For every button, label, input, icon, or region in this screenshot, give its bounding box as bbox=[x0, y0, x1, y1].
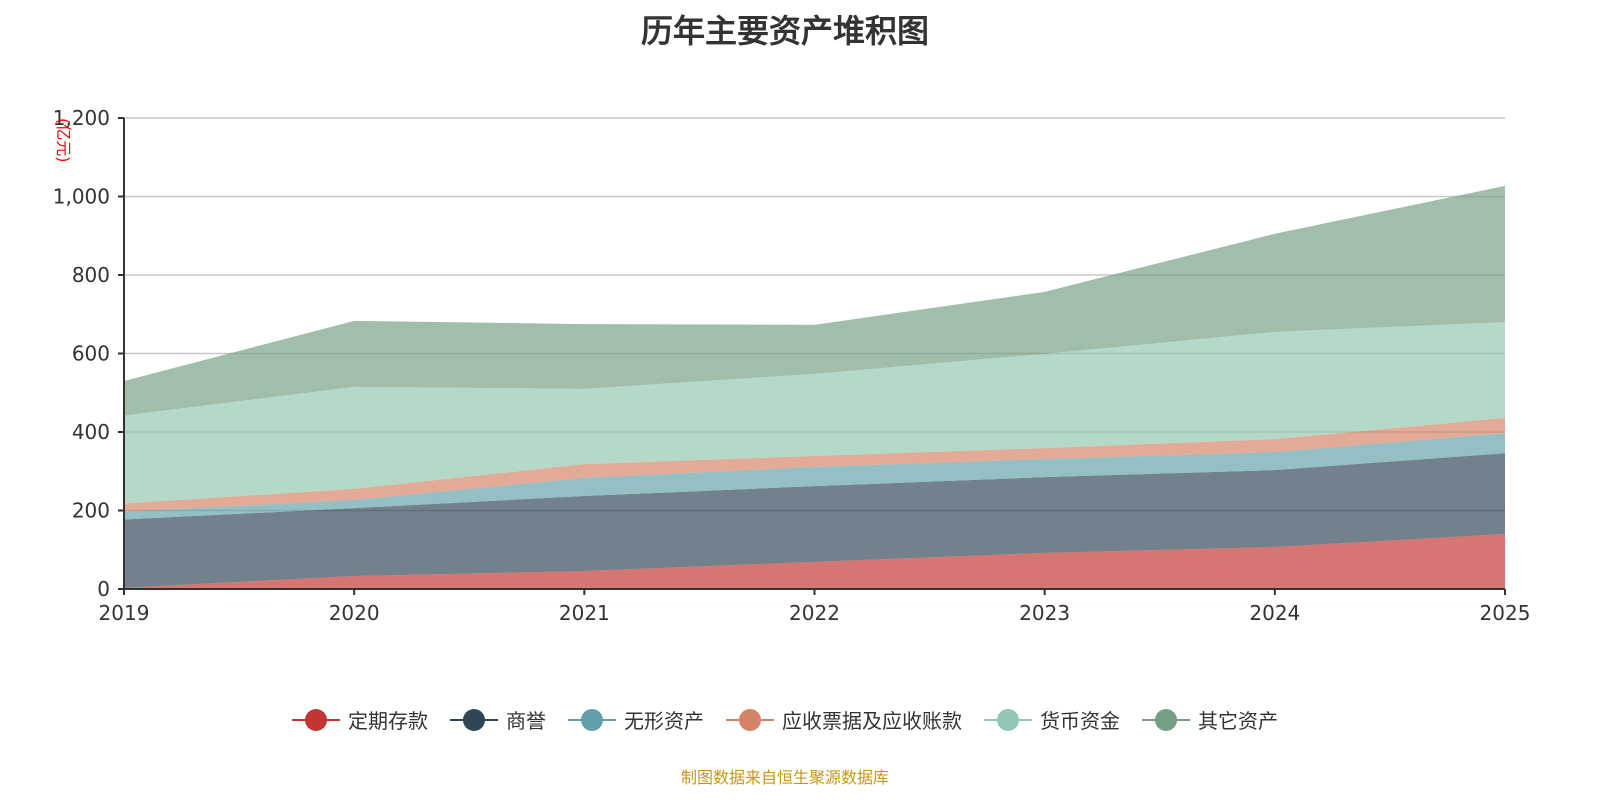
y-tick-label: 600 bbox=[72, 342, 110, 366]
legend-marker-icon bbox=[726, 708, 774, 732]
area-series-5 bbox=[124, 185, 1505, 416]
legend-marker-icon bbox=[450, 708, 498, 732]
y-axis-unit-label: (亿元) bbox=[54, 118, 73, 163]
stacked-area-chart: 0 200 400 600 800 1,000 1,200 2019 2020 2021 2022 2… bbox=[53, 106, 1531, 625]
y-tick-label: 200 bbox=[72, 499, 110, 523]
y-tick-label: 400 bbox=[72, 420, 110, 444]
area-series-4 bbox=[124, 322, 1505, 504]
legend: 定期存款 商誉 无形资产 应收票据及应收账款 货币资金 其它资产 bbox=[0, 705, 1570, 734]
y-tick-label: 0 bbox=[97, 577, 110, 601]
legend-marker-icon bbox=[568, 708, 616, 732]
area-series-2 bbox=[124, 433, 1505, 520]
legend-label: 无形资产 bbox=[624, 709, 704, 733]
legend-marker-icon bbox=[984, 708, 1032, 732]
x-tick-label: 2023 bbox=[1019, 601, 1070, 625]
x-tick-label: 2025 bbox=[1480, 601, 1531, 625]
legend-item[interactable]: 定期存款 bbox=[292, 705, 428, 734]
area-series-3 bbox=[124, 417, 1505, 512]
x-tick-label: 2024 bbox=[1249, 601, 1300, 625]
x-tick-label: 2019 bbox=[99, 601, 150, 625]
data-source-note: 制图数据来自恒生聚源数据库 bbox=[680, 768, 889, 787]
chart-title: 历年主要资产堆积图 bbox=[640, 12, 929, 50]
x-tick-label: 2020 bbox=[329, 601, 380, 625]
legend-label: 应收票据及应收账款 bbox=[782, 709, 962, 733]
legend-label: 货币资金 bbox=[1040, 709, 1120, 733]
x-tick-label: 2022 bbox=[789, 601, 840, 625]
y-tick-label: 1,000 bbox=[53, 185, 110, 209]
legend-item[interactable]: 商誉 bbox=[450, 705, 546, 734]
y-tick-label: 800 bbox=[72, 263, 110, 287]
legend-item[interactable]: 其它资产 bbox=[1142, 705, 1278, 734]
legend-label: 定期存款 bbox=[348, 709, 428, 733]
area-series-1 bbox=[124, 453, 1505, 588]
legend-label: 其它资产 bbox=[1198, 709, 1278, 733]
legend-marker-icon bbox=[292, 708, 340, 732]
legend-label: 商誉 bbox=[506, 709, 546, 733]
legend-marker-icon bbox=[1142, 708, 1190, 732]
legend-item[interactable]: 货币资金 bbox=[984, 705, 1120, 734]
y-tick-label: 1,200 bbox=[53, 106, 110, 130]
area-series-0 bbox=[124, 534, 1505, 589]
x-tick-label: 2021 bbox=[559, 601, 610, 625]
legend-item[interactable]: 应收票据及应收账款 bbox=[726, 705, 962, 734]
legend-item[interactable]: 无形资产 bbox=[568, 705, 704, 734]
